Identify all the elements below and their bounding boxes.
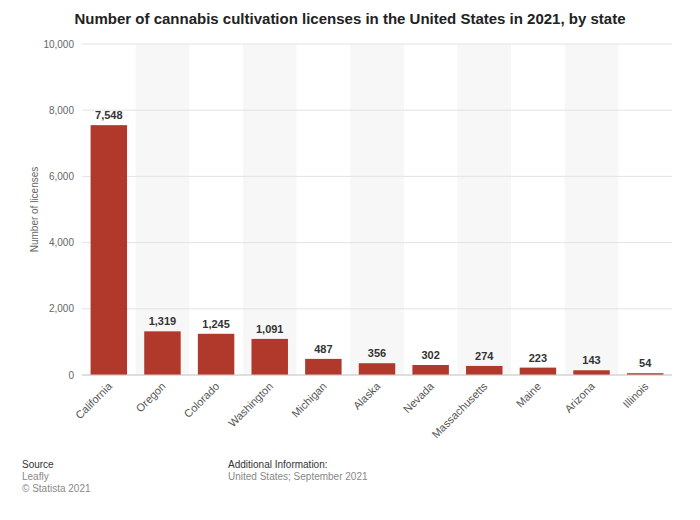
annotation: Additional Information:: [228, 459, 328, 470]
bands: [136, 44, 619, 375]
data-label: 223: [529, 352, 547, 364]
bar: [412, 365, 448, 375]
annotation: Leafly: [22, 471, 49, 482]
bar: [359, 363, 395, 375]
grid-line: [82, 375, 672, 376]
data-label: 1,319: [149, 315, 177, 327]
bar: [198, 334, 234, 375]
data-label: 143: [582, 354, 600, 366]
y-tick-label: 0: [68, 370, 74, 381]
data-label: 1,245: [202, 318, 230, 330]
annotation: Source: [22, 459, 54, 470]
x-tick-label: Oregon: [133, 380, 167, 414]
bar: [573, 370, 609, 375]
x-axis-line: [82, 375, 672, 376]
annotation: © Statista 2021: [22, 483, 91, 494]
bar: [520, 368, 556, 375]
data-label: 274: [475, 350, 494, 362]
data-label: 54: [639, 357, 652, 369]
x-tick-label: Illinois: [620, 380, 650, 410]
x-tick-label: Washington: [226, 380, 275, 429]
x-tick-label: Alaska: [351, 379, 383, 411]
band: [243, 44, 297, 375]
bar: [144, 331, 180, 375]
bar: [91, 125, 127, 375]
title: Number of cannabis cultivation licenses …: [75, 10, 626, 27]
band: [457, 44, 511, 375]
bar: [305, 359, 341, 375]
grid-line: [82, 242, 672, 243]
y-tick-label: 6,000: [49, 171, 74, 182]
grid-line: [82, 110, 672, 111]
x-tick-label: Massachusetts: [429, 380, 490, 441]
x-tick-label: Nevada: [401, 379, 437, 415]
band: [136, 44, 190, 375]
x-tick-label: Michigan: [289, 380, 329, 420]
chart-root: Number of cannabis cultivation licenses …: [0, 0, 700, 520]
x-tick-label: Maine: [514, 380, 544, 410]
data-label: 1,091: [256, 323, 284, 335]
grid-line: [82, 308, 672, 309]
grid-line: [82, 44, 672, 45]
data-label: 487: [314, 343, 332, 355]
data-label: 356: [368, 347, 386, 359]
annotation: United States; September 2021: [228, 471, 368, 482]
y-axis: 0 2,000 4,000 6,000 8,000 10,000: [43, 39, 672, 381]
y-tick-label: 4,000: [49, 237, 74, 248]
labels: 7,548 California 1,319 Oregon 1,245 Colorado 1…: [73, 109, 652, 440]
data-label: 7,548: [95, 109, 123, 121]
data-label: 302: [421, 349, 439, 361]
y-tick-label: 2,000: [49, 303, 74, 314]
bars: [91, 125, 664, 375]
x-tick-label: Arizona: [562, 379, 597, 414]
bar: [466, 366, 502, 375]
x-tick-label: California: [73, 379, 115, 421]
grid-line: [82, 176, 672, 177]
y-tick-label: 8,000: [49, 105, 74, 116]
x-tick-label: Colorado: [181, 380, 221, 420]
bar: [251, 339, 287, 375]
y-axis-label: Number of licenses: [29, 167, 40, 253]
y-tick-label: 10,000: [43, 39, 74, 50]
band: [565, 44, 619, 375]
band: [350, 44, 404, 375]
